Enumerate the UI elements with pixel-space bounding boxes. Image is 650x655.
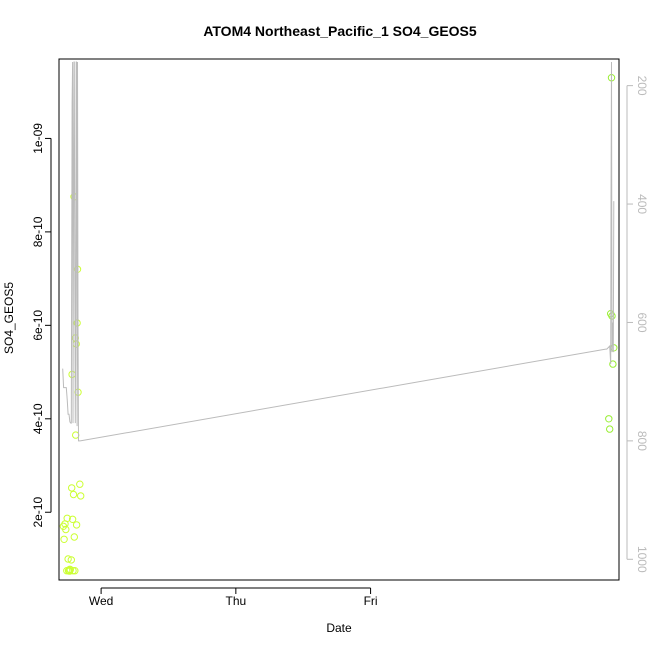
x-tick-label: Fri	[364, 594, 378, 608]
y-right-tick-label: 400	[635, 194, 649, 214]
y-right-tick-label: 200	[635, 76, 649, 96]
plot-frame	[58, 58, 620, 581]
x-tick-label: Wed	[89, 594, 113, 608]
data-point	[77, 492, 85, 500]
y-right-tick-label: 600	[635, 312, 649, 332]
data-point	[609, 360, 617, 368]
y-left-tick-label: 1e-09	[31, 123, 45, 154]
x-axis-label: Date	[326, 621, 352, 635]
data-point	[67, 556, 76, 564]
data-point	[68, 484, 76, 492]
x-tick-label: Thu	[225, 594, 246, 608]
data-point	[606, 425, 614, 433]
data-point	[605, 415, 613, 423]
y-axis-label: SO4_GEOS5	[2, 282, 16, 354]
y-left-tick-label: 4e-10	[31, 403, 45, 434]
data-point	[70, 533, 79, 541]
data-point	[60, 535, 68, 543]
series-line	[62, 61, 615, 442]
chart-title: ATOM4 Northeast_Pacific_1 SO4_GEOS5	[203, 23, 477, 39]
data-point	[68, 515, 77, 523]
y-left-tick-label: 8e-10	[31, 216, 45, 247]
y-left-tick-label: 2e-10	[31, 497, 45, 528]
axis-layer: Wed Thu Fri 2e-10 4e-10 6e-10 8e-10 1e-09 200 400…	[31, 76, 649, 608]
data-point	[63, 514, 71, 522]
data-point	[76, 480, 84, 488]
y-right-tick-label: 1000	[635, 546, 649, 573]
data-point	[72, 521, 81, 529]
y-right-tick-label: 800	[635, 431, 649, 451]
data-point	[62, 525, 70, 534]
data-point	[71, 567, 79, 575]
data-point	[64, 555, 72, 563]
y-left-tick-label: 6e-10	[31, 310, 45, 341]
data-point	[69, 490, 78, 499]
series-layer	[59, 61, 618, 575]
